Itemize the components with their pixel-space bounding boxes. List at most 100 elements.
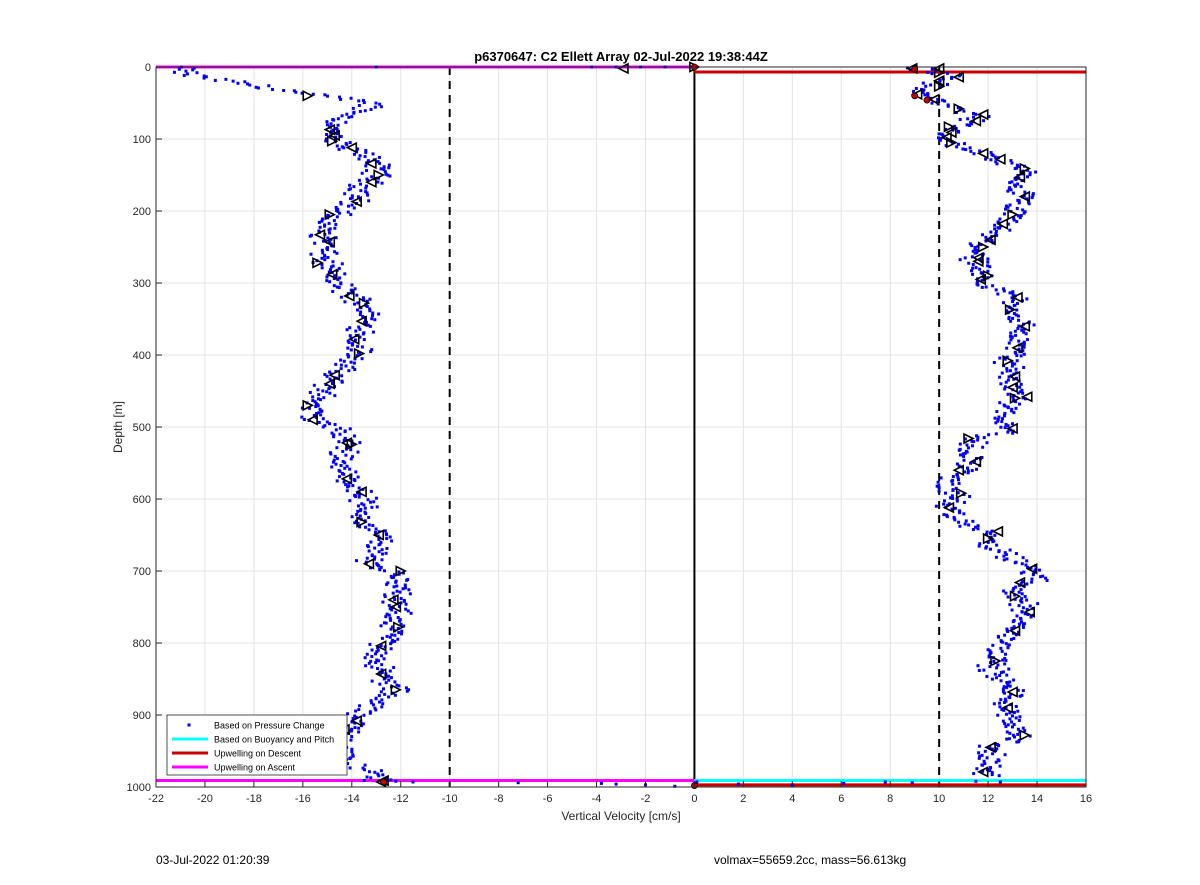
pressure-point bbox=[344, 120, 348, 124]
y-tick-label: 800 bbox=[133, 638, 151, 650]
pressure-point bbox=[993, 227, 997, 231]
pressure-point bbox=[1004, 658, 1008, 662]
x-tick-label: 4 bbox=[789, 793, 795, 805]
pressure-point bbox=[1010, 422, 1014, 426]
pressure-point bbox=[334, 462, 338, 466]
pressure-point bbox=[1005, 557, 1009, 561]
pressure-point bbox=[1013, 561, 1017, 565]
triangle-marker bbox=[328, 369, 340, 381]
pressure-point bbox=[334, 222, 338, 226]
pressure-point bbox=[1012, 625, 1016, 629]
pressure-point bbox=[965, 450, 969, 454]
pressure-point bbox=[1011, 431, 1015, 435]
pressure-point bbox=[1011, 299, 1015, 303]
pressure-point bbox=[363, 506, 367, 510]
pressure-point bbox=[356, 491, 360, 495]
footer-timestamp: 03-Jul-2022 01:20:39 bbox=[156, 853, 270, 867]
pressure-point bbox=[1019, 382, 1023, 386]
pressure-point bbox=[1010, 296, 1014, 300]
legend-box bbox=[166, 714, 348, 776]
pressure-point bbox=[294, 90, 298, 94]
pressure-point bbox=[991, 752, 995, 756]
pressure-point bbox=[695, 780, 699, 784]
pressure-point bbox=[353, 726, 357, 730]
pressure-point bbox=[352, 434, 356, 438]
pressure-point bbox=[362, 713, 366, 717]
pressure-point bbox=[389, 647, 393, 651]
pressure-point bbox=[1029, 615, 1033, 619]
pressure-point bbox=[953, 124, 957, 128]
pressure-point bbox=[342, 480, 346, 484]
pressure-point bbox=[1025, 297, 1029, 301]
pressure-point bbox=[996, 663, 1000, 667]
pressure-point bbox=[963, 451, 967, 455]
pressure-point bbox=[347, 369, 351, 373]
pressure-point bbox=[1017, 339, 1021, 343]
triangle-marker bbox=[395, 565, 408, 577]
x-tick-label: 8 bbox=[887, 793, 893, 805]
pressure-point bbox=[369, 489, 373, 493]
pressure-point bbox=[373, 530, 377, 534]
pressure-point bbox=[951, 475, 955, 479]
pressure-point bbox=[883, 780, 887, 784]
pressure-point bbox=[970, 444, 974, 448]
pressure-point bbox=[334, 135, 338, 139]
pressure-point bbox=[1004, 553, 1008, 557]
pressure-point bbox=[1015, 301, 1019, 305]
pressure-point bbox=[368, 297, 372, 301]
pressure-point bbox=[355, 512, 359, 516]
pressure-point bbox=[339, 295, 343, 299]
pressure-point bbox=[325, 390, 329, 394]
y-axis-label: Depth [m] bbox=[111, 401, 125, 453]
pressure-point bbox=[914, 86, 918, 90]
pressure-point bbox=[354, 715, 358, 719]
pressure-point bbox=[311, 399, 315, 403]
pressure-point bbox=[363, 155, 367, 159]
pressure-point bbox=[1013, 593, 1017, 597]
pressure-point bbox=[361, 332, 365, 336]
pressure-point bbox=[1019, 571, 1023, 575]
pressure-point bbox=[356, 301, 360, 305]
pressure-point bbox=[1008, 203, 1012, 207]
pressure-point bbox=[1022, 570, 1026, 574]
pressure-point bbox=[1007, 187, 1011, 191]
pressure-point bbox=[357, 99, 361, 103]
pressure-point bbox=[393, 680, 397, 684]
pressure-point bbox=[1006, 629, 1010, 633]
pressure-point bbox=[1020, 592, 1024, 596]
pressure-point bbox=[1008, 228, 1012, 232]
pressure-point bbox=[374, 101, 378, 105]
pressure-point bbox=[1003, 652, 1007, 656]
x-tick-label: -10 bbox=[442, 793, 458, 805]
pressure-point bbox=[997, 701, 1001, 705]
pressure-point bbox=[320, 217, 324, 221]
pressure-point bbox=[345, 294, 349, 298]
pressure-point bbox=[972, 111, 976, 115]
pressure-point bbox=[1017, 740, 1021, 744]
triangle-marker bbox=[392, 621, 405, 633]
pressure-point bbox=[347, 204, 351, 208]
pressure-point bbox=[970, 122, 974, 126]
pressure-point bbox=[977, 744, 981, 748]
pressure-point bbox=[842, 781, 846, 785]
pressure-point bbox=[248, 83, 252, 87]
pressure-point bbox=[338, 211, 342, 215]
pressure-point bbox=[370, 679, 374, 683]
pressure-point bbox=[981, 233, 985, 237]
pressure-point bbox=[998, 780, 1002, 784]
pressure-point bbox=[358, 327, 362, 331]
pressure-point bbox=[377, 312, 381, 316]
triangle-marker bbox=[933, 80, 946, 93]
pressure-point bbox=[325, 94, 329, 98]
pressure-point bbox=[394, 779, 398, 783]
pressure-point bbox=[1012, 377, 1016, 381]
pressure-point bbox=[335, 215, 339, 219]
pressure-point bbox=[970, 469, 974, 473]
pressure-point bbox=[997, 415, 1001, 419]
pressure-point bbox=[1014, 633, 1018, 637]
pressure-point bbox=[1011, 395, 1015, 399]
pressure-point bbox=[371, 314, 375, 318]
pressure-point bbox=[1001, 687, 1005, 691]
triangle-marker bbox=[306, 414, 318, 426]
pressure-point bbox=[185, 72, 189, 76]
